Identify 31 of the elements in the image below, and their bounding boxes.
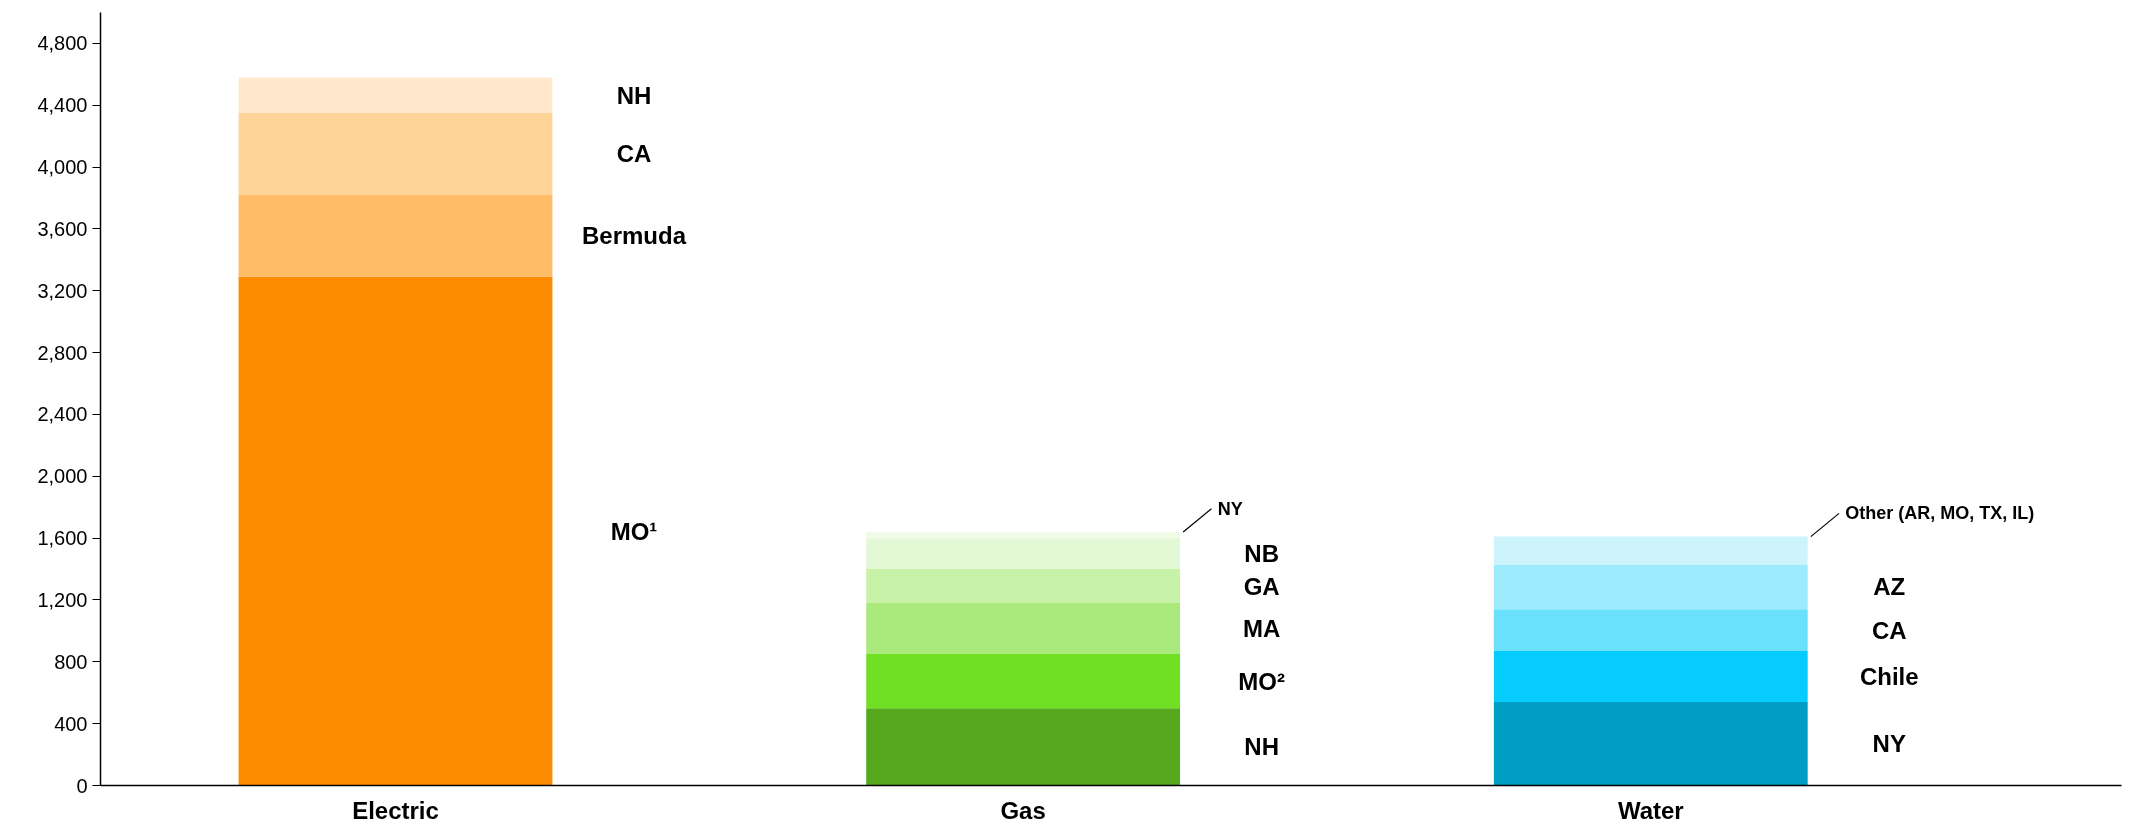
series-label: Bermuda (581, 222, 687, 250)
text: GA (1243, 572, 1280, 600)
text: NY (1872, 730, 1906, 758)
y-tick-label: 2,800 (37, 341, 88, 364)
text: MO¹ (610, 517, 658, 545)
text: NY (1217, 498, 1243, 519)
y-tick-label: 3,200 (37, 279, 88, 302)
text: MO² (1238, 667, 1285, 695)
y-tick-label: 2,400 (37, 403, 88, 426)
y-tick-label: 4,400 (37, 94, 88, 117)
y-tick-label: 4,800 (37, 32, 88, 55)
y-tick-label: 1,200 (37, 588, 88, 611)
x-tick-label: Electric (352, 796, 439, 824)
x-tick-label: Gas (1000, 796, 1046, 824)
text: AZ (1873, 573, 1906, 601)
text: NH (1244, 733, 1279, 761)
text: NH (616, 81, 652, 109)
text: MA (1242, 615, 1281, 643)
text: CA (1871, 616, 1907, 644)
y-tick-label: 3,600 (37, 217, 88, 240)
text: NB (1244, 540, 1279, 568)
x-tick-label: Water (1617, 796, 1684, 824)
text: Chile (1859, 663, 1919, 691)
y-tick-label: 800 (54, 650, 88, 673)
y-tick-label: 1,600 (37, 527, 88, 550)
text: CA (616, 140, 652, 168)
text: Other (AR, MO, TX, IL) (1845, 503, 2035, 524)
y-tick-label: 2,000 (37, 465, 88, 488)
y-tick-label: 4,000 (37, 156, 88, 179)
y-tick-label: 400 (54, 712, 88, 735)
y-tick-label: 0 (76, 774, 88, 797)
